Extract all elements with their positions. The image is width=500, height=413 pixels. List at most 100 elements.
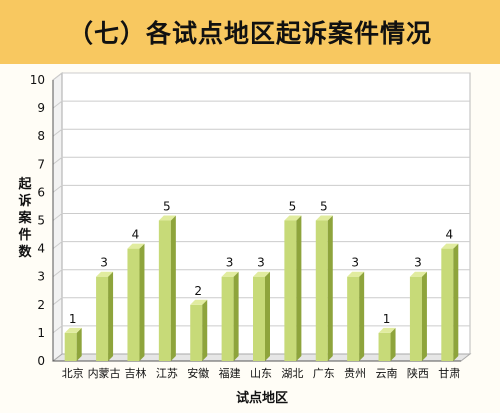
bar (378, 327, 396, 361)
bar-side (170, 215, 176, 361)
bar-top (441, 243, 459, 249)
bar-front (284, 220, 297, 361)
bar-side (390, 327, 396, 361)
x-axis-title: 试点地区 (236, 390, 288, 406)
bar-front (409, 276, 422, 361)
bar-side (76, 327, 82, 361)
bar-front (253, 276, 265, 361)
bar-side (359, 271, 365, 361)
bar-value-label: 1 (69, 312, 77, 326)
bar-front (158, 220, 171, 361)
bar-value-label: 3 (351, 256, 359, 270)
gridline (52, 297, 470, 306)
bar-top (96, 271, 114, 277)
bar-front (315, 220, 328, 361)
bar-front (96, 276, 109, 361)
gridline (52, 325, 470, 334)
x-tick-label: 江苏 (156, 367, 178, 380)
bar-value-label: 5 (163, 200, 171, 214)
bar (409, 271, 427, 361)
bar-value-label: 2 (194, 284, 202, 298)
bar-side (296, 215, 302, 361)
bar-top (127, 243, 145, 249)
y-tick-label: 9 (37, 101, 45, 115)
x-tick-label: 安徽 (187, 366, 209, 380)
bar-side (421, 271, 427, 361)
bar (284, 215, 302, 361)
x-tick-label: 云南 (376, 367, 398, 380)
bar (347, 271, 365, 361)
chart-title: （七）各试点地区起诉案件情况 (67, 19, 432, 48)
x-tick-label: 甘肃 (438, 367, 460, 380)
gridline (52, 213, 470, 221)
bar-value-label: 1 (383, 312, 391, 326)
grid-layer (51, 71, 472, 363)
title-bar: （七）各试点地区起诉案件情况 (0, 0, 500, 64)
x-tick-label: 湖北 (281, 367, 303, 380)
bar-side (233, 271, 239, 361)
bar-top (284, 215, 302, 221)
bar-side (453, 243, 459, 361)
gridline (52, 128, 470, 137)
x-tick-label: 福建 (219, 366, 241, 380)
bar-top (158, 215, 176, 221)
y-tick-label: 7 (37, 157, 45, 171)
bar-top (378, 327, 396, 333)
bar-layer (64, 215, 459, 361)
bar-top (221, 271, 239, 277)
gridline (52, 156, 470, 165)
gridline (52, 184, 470, 193)
y-tick-label: 8 (37, 129, 45, 143)
bar-value-label: 4 (132, 228, 140, 242)
bar (64, 327, 82, 361)
bar-top (253, 271, 270, 277)
bar-value-label: 3 (414, 256, 422, 270)
x-tick-label: 广东 (313, 367, 335, 380)
y-tick-label: 0 (37, 354, 45, 368)
bar-value-label: 3 (257, 256, 265, 270)
bar (253, 271, 270, 361)
y-tick-label: 2 (37, 298, 45, 312)
bar-front (347, 276, 360, 361)
y-tick-label: 4 (37, 242, 45, 256)
x-tick-label: 山东 (250, 367, 272, 380)
gridline (52, 241, 470, 249)
bar-value-label: 3 (100, 256, 108, 270)
y-tick-label: 1 (37, 326, 45, 340)
bar-front (127, 248, 140, 361)
x-tick-label: 北京 (62, 366, 84, 380)
label-layer: 1 北京 3 内蒙古 4 吉林 5 江苏 2 安徽 3 福建 3 山东 5 湖北 5 广东 3 贵州 1 云南 3 陕西 4 甘肃 (62, 200, 461, 381)
bar (127, 243, 145, 361)
bar-top (315, 215, 333, 221)
bar-top (409, 271, 427, 277)
bar (96, 271, 114, 361)
bar-front (64, 332, 77, 361)
bar-side (202, 299, 208, 361)
bar (441, 243, 459, 361)
y-tick-label: 6 (37, 185, 45, 199)
bar-top (190, 299, 208, 305)
bar-front (441, 248, 454, 361)
y-tick-label: 3 (37, 270, 45, 284)
bar-side (139, 243, 145, 361)
bar (315, 215, 333, 361)
y-tick-label: 5 (37, 214, 45, 228)
y-tick-label: 10 (30, 73, 45, 87)
bar-top (347, 271, 365, 277)
bar-front (378, 332, 391, 361)
bar-value-label: 4 (445, 228, 453, 242)
bar-side (265, 271, 270, 361)
bar-value-label: 5 (320, 200, 328, 214)
bar-front (221, 276, 234, 361)
bar-side (327, 215, 333, 361)
x-tick-label: 贵州 (344, 367, 366, 380)
bar (158, 215, 176, 361)
y-axis-title: 起诉案件数 (17, 176, 32, 260)
x-tick-label: 吉林 (124, 366, 146, 380)
bar-front (190, 304, 203, 361)
gridline (52, 100, 470, 109)
bar (190, 299, 208, 361)
bar-side (108, 271, 114, 361)
